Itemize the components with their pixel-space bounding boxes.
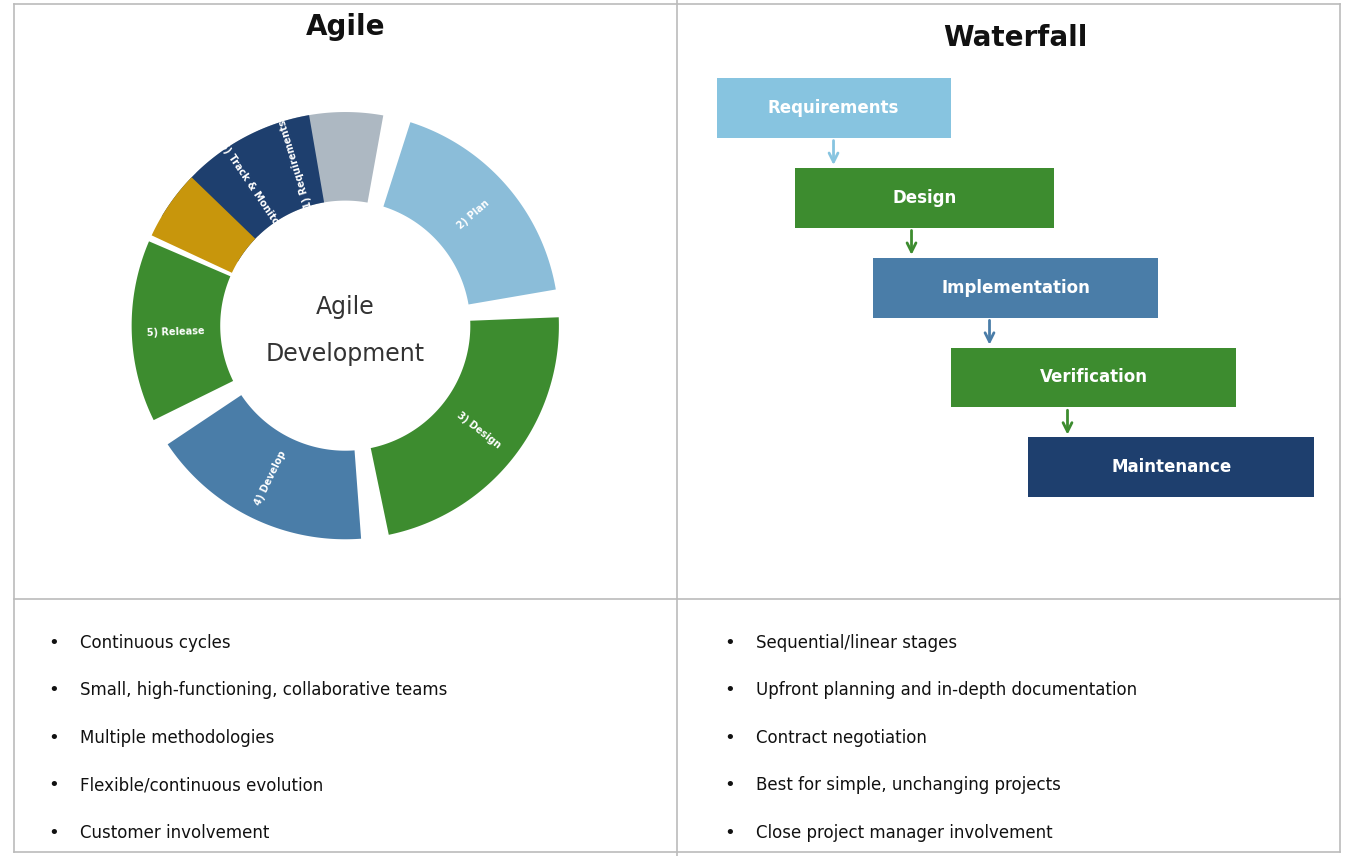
Polygon shape [131,241,233,420]
Text: Agile: Agile [315,295,375,319]
Text: Multiple methodologies: Multiple methodologies [80,728,275,747]
Text: Best for simple, unchanging projects: Best for simple, unchanging projects [756,776,1060,794]
Text: •: • [724,728,735,747]
Polygon shape [383,122,555,305]
Text: Contract negotiation: Contract negotiation [756,728,926,747]
Text: Customer involvement: Customer involvement [80,823,269,842]
Text: Close project manager involvement: Close project manager involvement [756,823,1052,842]
Text: Agile: Agile [306,13,385,41]
Text: •: • [47,633,58,652]
Text: Sequential/linear stages: Sequential/linear stages [756,633,957,652]
Text: 4) Develop: 4) Develop [253,449,288,507]
Polygon shape [168,395,362,539]
Polygon shape [152,177,256,273]
Text: 3) Design: 3) Design [455,410,502,450]
Text: •: • [724,681,735,699]
Text: Flexible/continuous evolution: Flexible/continuous evolution [80,776,324,794]
FancyBboxPatch shape [716,78,951,138]
Text: Requirements: Requirements [768,98,899,117]
Polygon shape [196,112,383,236]
Text: •: • [724,776,735,794]
FancyBboxPatch shape [795,168,1055,228]
Text: 5) Release: 5) Release [148,325,204,337]
Text: •: • [47,776,58,794]
Text: 1) Requirements: 1) Requirements [278,118,314,209]
Text: Continuous cycles: Continuous cycles [80,633,230,652]
Text: Maintenance: Maintenance [1112,458,1232,477]
Text: 2) Plan: 2) Plan [455,198,492,231]
Text: Implementation: Implementation [941,278,1090,297]
Text: Upfront planning and in-depth documentation: Upfront planning and in-depth documentat… [756,681,1136,699]
Text: Verification: Verification [1040,368,1147,387]
Text: •: • [47,728,58,747]
FancyBboxPatch shape [872,258,1159,318]
Text: Waterfall: Waterfall [944,24,1087,52]
Text: Development: Development [265,342,425,366]
FancyBboxPatch shape [951,348,1236,407]
Text: Design: Design [892,188,957,207]
Text: 6) Track & Monitor: 6) Track & Monitor [218,140,283,230]
Circle shape [225,205,466,445]
Text: •: • [724,633,735,652]
Text: Small, high-functioning, collaborative teams: Small, high-functioning, collaborative t… [80,681,447,699]
Text: •: • [724,823,735,842]
FancyBboxPatch shape [1029,437,1315,497]
Polygon shape [371,318,559,535]
Text: •: • [47,823,58,842]
Text: •: • [47,681,58,699]
Polygon shape [161,115,324,262]
